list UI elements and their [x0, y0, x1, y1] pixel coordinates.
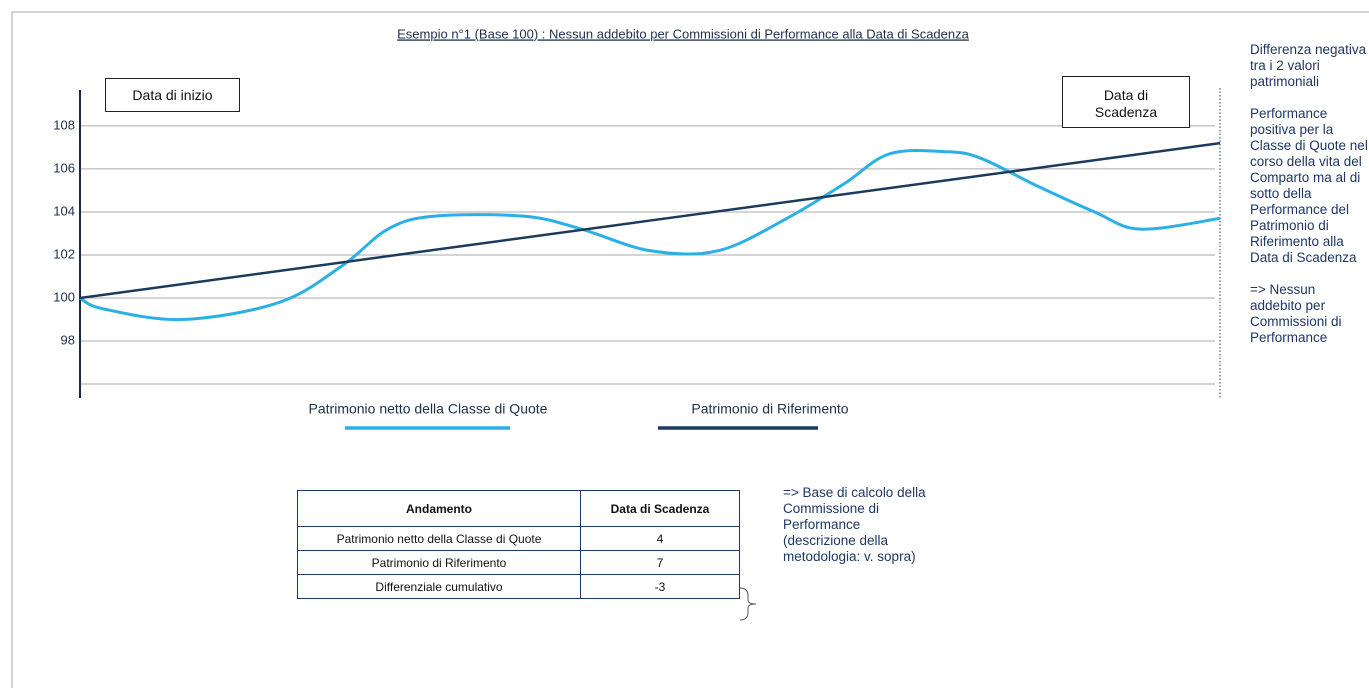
start-label: Data di inizio: [105, 78, 240, 112]
cell: Patrimonio di Riferimento: [297, 550, 581, 575]
y-tick-label: 108: [53, 117, 75, 132]
cell: 7: [580, 550, 740, 575]
legend-label: Patrimonio netto della Classe di Quote: [309, 401, 548, 417]
header-cell: Data di Scadenza: [580, 490, 740, 527]
side-note: Differenza negativa tra i 2 valori patri…: [1250, 42, 1367, 89]
y-tick-label: 104: [53, 203, 75, 218]
y-tick-label: 102: [53, 246, 75, 261]
y-tick-label: 106: [53, 160, 75, 175]
y-tick-label: 98: [61, 332, 75, 347]
header-cell: Andamento: [297, 490, 581, 527]
cell: 4: [580, 526, 740, 551]
table: Andamento Data di Scadenza Patrimonio net…: [297, 490, 740, 599]
cell: Differenziale cumulativo: [297, 574, 581, 599]
cell: -3: [580, 574, 740, 599]
cell: Patrimonio netto della Classe di Quote: [297, 526, 581, 551]
end-label: Data di Scadenza: [1062, 76, 1190, 128]
side-note: Performance positiva per la Classe di Qu…: [1250, 106, 1368, 265]
side-note: => Nessun addebito per Commissioni di Pe…: [1250, 282, 1342, 345]
series-line: [79, 141, 1221, 300]
table-note: => Base di calcolo della Commissione di …: [783, 485, 926, 564]
table-bracket: [739, 587, 757, 621]
legend-label: Patrimonio di Riferimento: [691, 401, 848, 417]
y-tick-label: 100: [53, 289, 75, 304]
chart-title: Esempio n°1 (Base 100) : Nessun addebito…: [397, 26, 969, 41]
side-notes: Differenza negativa tra i 2 valori patri…: [1250, 42, 1368, 362]
series-line: [79, 149, 1221, 322]
